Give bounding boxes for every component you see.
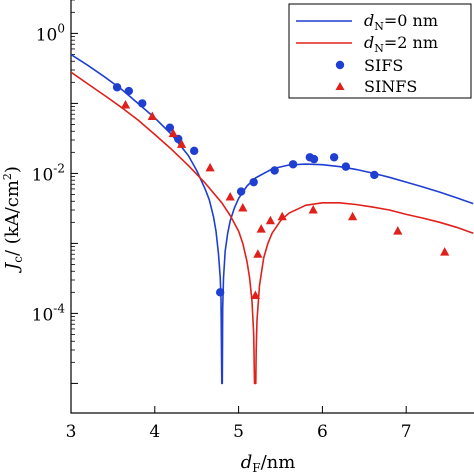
legend-label-dn0: dN=0 nm [364, 11, 438, 33]
x-tick-label: 3 [66, 422, 77, 442]
x-tick-label: 7 [401, 422, 412, 442]
sinfs-point [348, 211, 358, 221]
y-axis-ticks: 100 10-2 10-4 [32, 0, 78, 384]
legend-label-sifs: SIFS [364, 56, 403, 75]
sinfs-point [250, 290, 260, 299]
sinfs-point [168, 128, 178, 138]
sifs-point [165, 123, 175, 132]
y-tick-label: 10-4 [32, 301, 66, 325]
sifs-point [329, 153, 339, 162]
sifs-point [288, 160, 298, 169]
sifs-point [124, 86, 134, 96]
sinfs-point [308, 205, 318, 214]
sifs-point [236, 187, 246, 196]
sinfs-point [256, 224, 266, 233]
legend-label-dn2: dN=2 nm [364, 33, 438, 55]
y-tick-label: 10-2 [32, 161, 65, 185]
x-axis-ticks: 3 4 5 6 7 [66, 406, 412, 442]
sifs-point [112, 83, 122, 92]
sinfs-point [177, 139, 187, 148]
sinfs-point [277, 211, 287, 221]
legend: dN=0 nm dN=2 nm SIFS SINFS [288, 3, 472, 99]
sinfs-point [147, 111, 157, 120]
sinfs-point [238, 203, 248, 212]
sinfs-point [120, 100, 131, 109]
legend-marker-sifs [335, 60, 345, 70]
sifs-point [249, 177, 258, 187]
sinfs-point [253, 249, 263, 258]
x-tick-label: 4 [149, 422, 160, 442]
sifs-point [215, 288, 225, 297]
sinfs-point [265, 215, 275, 225]
series-line-dn2 [71, 71, 474, 385]
sinfs-point [205, 162, 215, 172]
x-tick-label: 5 [233, 422, 244, 442]
sifs-point [189, 146, 199, 156]
series-markers [112, 83, 450, 299]
sifs-point [370, 170, 379, 180]
sifs-point [270, 166, 279, 175]
sinfs-point [440, 247, 450, 256]
legend-label-sinfs: SINFS [364, 77, 417, 96]
sifs-point [138, 99, 147, 108]
y-tick-label: 100 [36, 21, 65, 45]
x-tick-label: 6 [317, 422, 328, 442]
sinfs-point [393, 226, 403, 235]
sifs-point [341, 162, 351, 171]
plot-area [70, 0, 474, 414]
legend-box [288, 3, 472, 99]
sifs-point [309, 154, 319, 164]
sinfs-point [225, 192, 235, 201]
y-axis-label: Jc/ (kA/cm2) [1, 166, 25, 274]
legend-marker-sinfs [335, 82, 345, 90]
x-axis-label: dF/nm [241, 452, 296, 474]
